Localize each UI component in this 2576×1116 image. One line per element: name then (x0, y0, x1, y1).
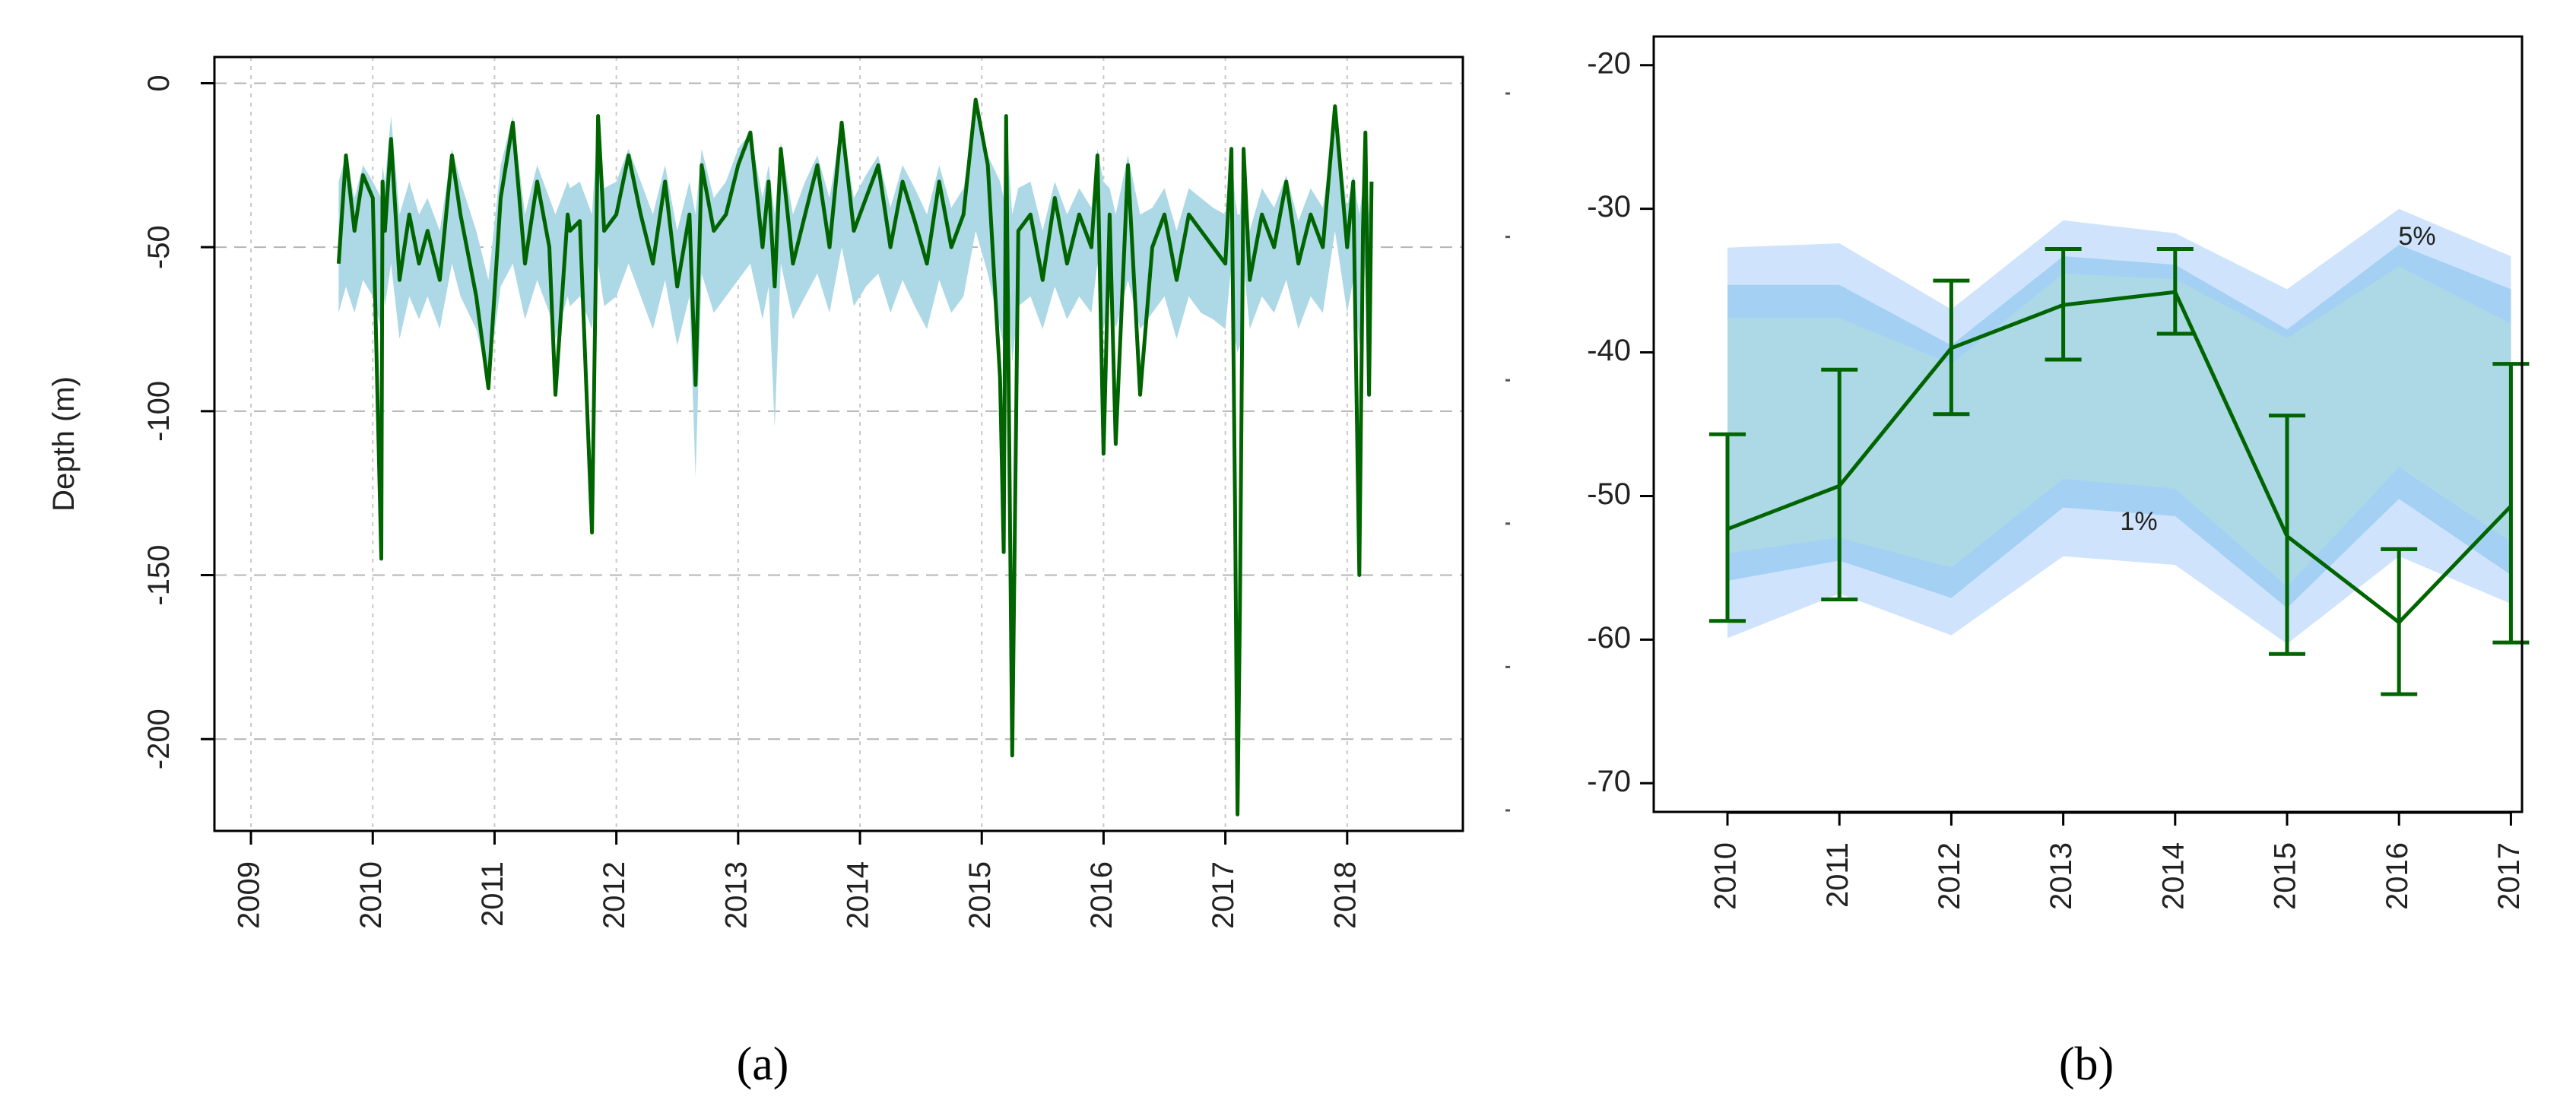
panel-b-band-core (1727, 266, 2511, 587)
panel-a-label: (a) (737, 1038, 789, 1090)
panel-a-y-tick-label: -50 (142, 225, 176, 269)
panel-a-depth-timeseries: 2009 2010 2011 2012 2013 2014 2015 2016 2017 2018… (47, 55, 1510, 1090)
panel-a-y-tick-label: -150 (142, 545, 176, 606)
panel-a-x-tick-label: 2014 (842, 861, 875, 929)
panel-b-annotation-1pct: 1% (2120, 507, 2157, 536)
panel-a-x-tick-label: 2018 (1328, 861, 1362, 929)
panel-a-x-axis: 2009 2010 2011 2012 2013 2014 2015 2016 2017 2018 (233, 831, 1362, 929)
panel-b-y-tick-label: -50 (1587, 477, 1631, 511)
panel-b-mean-line (1727, 290, 2513, 625)
panel-b-x-tick-label: 2015 (2269, 842, 2302, 910)
panel-a-y-tick-label: 0 (142, 75, 176, 91)
panel-a-x-tick-label: 2015 (963, 861, 997, 929)
panel-b-x-axis: 2010 2011 2012 2013 2014 2015 2016 2017 (1709, 811, 2526, 910)
panel-a-right-tick-marks (1505, 92, 1510, 812)
panel-b-y-tick-label: -20 (1587, 46, 1631, 80)
panel-a-x-tick-label: 2017 (1207, 861, 1240, 929)
panel-b-error-bars (1709, 247, 2530, 696)
panel-a-y-axis-label: Depth (m) (47, 376, 81, 512)
panel-a-x-tick-label: 2010 (354, 861, 388, 929)
panel-b-x-tick-label: 2010 (1709, 842, 1743, 910)
panel-a-plot-frame (213, 55, 1464, 832)
panel-a-y-tick-label: -100 (142, 381, 176, 442)
panel-b-x-tick-label: 2014 (2156, 842, 2190, 910)
panel-a-depth-line (336, 97, 1374, 816)
panel-b-annotation-5pct: 5% (2398, 222, 2435, 251)
panel-b-x-tick-label: 2012 (1933, 842, 1966, 910)
panel-b-y-axis: -20 -30 -40 -50 -60 -70 (1587, 46, 1654, 798)
panel-a-x-tick-label: 2013 (719, 861, 753, 929)
panel-b-x-tick-label: 2011 (1821, 842, 1854, 908)
panel-b-x-tick-label: 2016 (2381, 842, 2414, 910)
panel-b-x-tick-label: 2013 (2045, 842, 2078, 910)
panel-b-annual-depth: 5% 1% 2010 2011 2012 2013 2014 2015 2016 2017 -… (1587, 35, 2530, 1090)
panel-b-y-tick-label: -30 (1587, 190, 1631, 224)
panel-b-y-tick-label: -60 (1587, 621, 1631, 655)
panel-b-label: (b) (2059, 1038, 2114, 1090)
panel-a-y-axis: 0 -50 -100 -150 -200 (142, 75, 214, 769)
panel-a-y-tick-label: -200 (142, 709, 176, 769)
panel-a-x-tick-label: 2012 (598, 861, 631, 929)
panel-a-x-tick-label: 2009 (233, 861, 266, 929)
panel-b-y-tick-label: -70 (1587, 765, 1631, 798)
panel-a-x-tick-label: 2016 (1085, 861, 1118, 929)
panel-b-y-tick-label: -40 (1587, 334, 1631, 367)
panel-b-x-tick-label: 2017 (2492, 842, 2526, 910)
panel-a-x-tick-label: 2011 (476, 861, 509, 927)
